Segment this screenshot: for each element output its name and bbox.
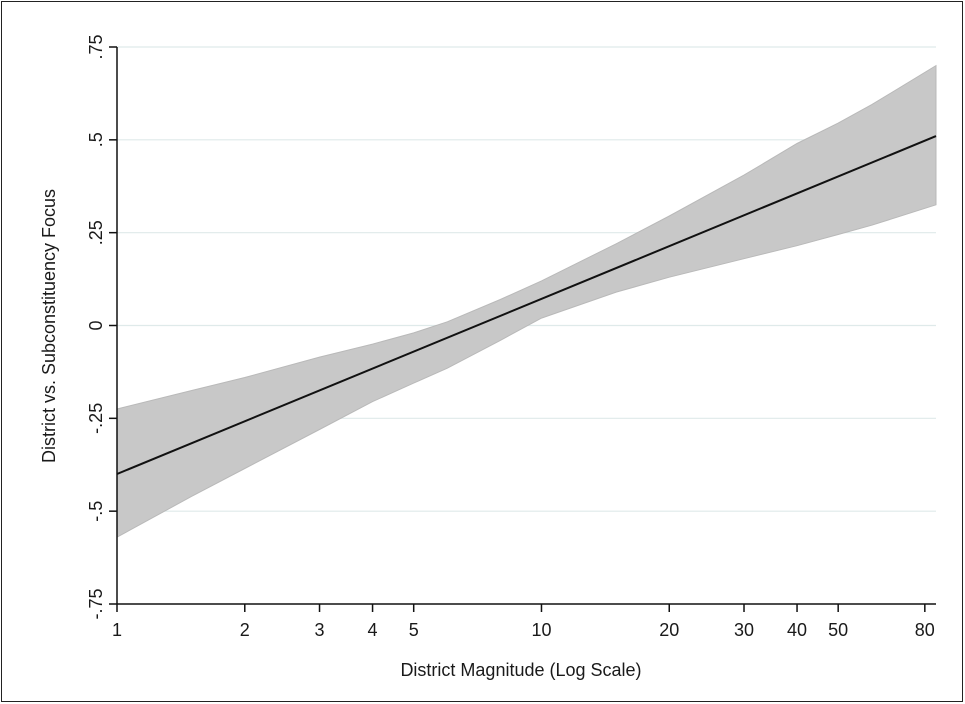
y-axis-label: District vs. Subconstituency Focus (39, 189, 59, 463)
x-axis-label: District Magnitude (Log Scale) (400, 660, 641, 680)
y-tick-label: .25 (86, 220, 106, 245)
x-tick-label: 20 (659, 620, 679, 640)
x-tick-label: 30 (734, 620, 754, 640)
x-tick-label: 3 (315, 620, 325, 640)
confidence-band (116, 64, 937, 539)
y-tick-label: -.75 (86, 588, 106, 619)
x-tick-label: 40 (787, 620, 807, 640)
y-ticks: -.75 -.5 -.25 0 .25 .5 .75 (86, 34, 117, 620)
x-tick-label: 10 (531, 620, 551, 640)
y-tick-label: -.25 (86, 403, 106, 434)
x-ticks: 1 2 3 4 5 10 20 30 40 50 80 (112, 604, 935, 640)
x-tick-label: 2 (240, 620, 250, 640)
x-tick-label: 1 (112, 620, 122, 640)
fitted-line (116, 135, 937, 475)
x-tick-label: 5 (409, 620, 419, 640)
x-tick-label: 4 (368, 620, 378, 640)
y-tick-label: -.5 (86, 501, 106, 522)
y-tick-label: .5 (86, 132, 106, 147)
x-tick-label: 50 (828, 620, 848, 640)
x-tick-label: 80 (915, 620, 935, 640)
y-tick-label: 0 (86, 320, 106, 330)
y-tick-label: .75 (86, 34, 106, 59)
